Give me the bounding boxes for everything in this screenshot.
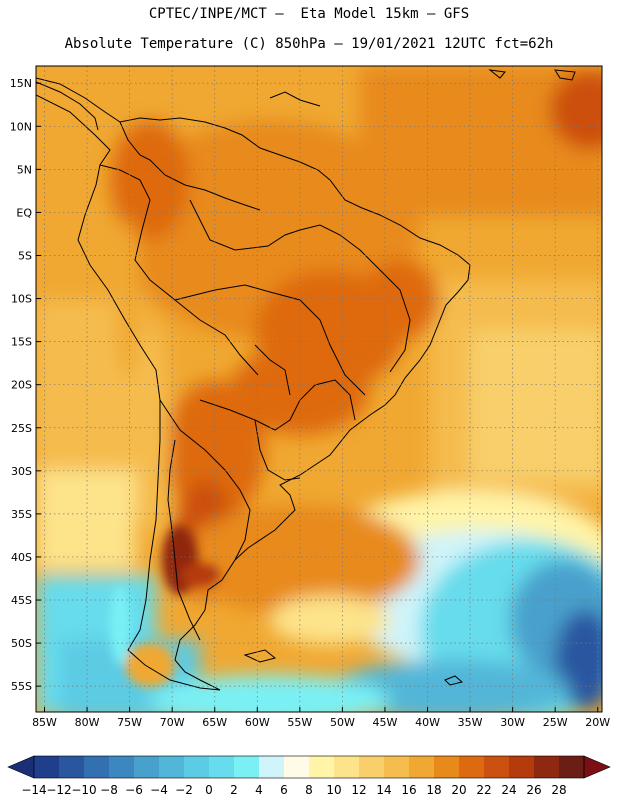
colorbar: −14 −12 −10 −8 −6 −4 −2 0 2 4 6 8 10 12 14 16 18 20 22 24 26… bbox=[7, 755, 611, 797]
lon-tick-label: 80W bbox=[75, 716, 100, 729]
longitude-axis: 85W 80W 75W 70W 65W 60W 55W 50W 45W 40W 35W 30W 25W 2… bbox=[32, 707, 610, 729]
colorbar-label: 4 bbox=[255, 783, 263, 797]
colorbar-swatch bbox=[384, 756, 410, 778]
lat-tick-label: 45S bbox=[11, 594, 32, 607]
latitude-axis: 15N 10N 5N EQ 5S 10S 15S 20S 25S 30S 35S 40S 45S 50S 5… bbox=[10, 77, 41, 693]
lon-tick-label: 50W bbox=[330, 716, 355, 729]
lat-tick-label: 25S bbox=[11, 422, 32, 435]
colorbar-swatch bbox=[509, 756, 535, 778]
colorbar-swatch bbox=[434, 756, 460, 778]
colorbar-label: −12 bbox=[46, 783, 71, 797]
colorbar-label: 0 bbox=[205, 783, 213, 797]
colorbar-label: 2 bbox=[230, 783, 238, 797]
colorbar-swatch bbox=[459, 756, 485, 778]
colorbar-label: 16 bbox=[401, 783, 416, 797]
lon-tick-label: 65W bbox=[202, 716, 227, 729]
lat-tick-label: 15S bbox=[11, 336, 32, 349]
lon-tick-label: 40W bbox=[415, 716, 440, 729]
colorbar-label: −2 bbox=[175, 783, 193, 797]
lon-tick-label: 20W bbox=[585, 716, 610, 729]
lon-tick-label: 30W bbox=[500, 716, 525, 729]
colorbar-swatch bbox=[534, 756, 560, 778]
lat-tick-label: 50S bbox=[11, 637, 32, 650]
colorbar-swatch bbox=[484, 756, 510, 778]
colorbar-label: 14 bbox=[376, 783, 391, 797]
colorbar-label: −4 bbox=[150, 783, 168, 797]
lon-tick-label: 55W bbox=[287, 716, 312, 729]
colorbar-label: −8 bbox=[100, 783, 118, 797]
lat-tick-label: 10N bbox=[10, 120, 32, 133]
lat-tick-label: 35S bbox=[11, 508, 32, 521]
colorbar-label: −14 bbox=[21, 783, 46, 797]
chart-title-line2: Absolute Temperature (C) 850hPa – 19/01/… bbox=[64, 36, 554, 52]
colorbar-label: 12 bbox=[351, 783, 366, 797]
lon-tick-label: 25W bbox=[543, 716, 568, 729]
lat-tick-label: 20S bbox=[11, 379, 32, 392]
colorbar-swatch bbox=[84, 756, 110, 778]
lat-tick-label: 5N bbox=[17, 163, 32, 176]
colorbar-swatch bbox=[109, 756, 135, 778]
colorbar-swatch bbox=[159, 756, 185, 778]
colorbar-swatch bbox=[259, 756, 285, 778]
colorbar-label: 10 bbox=[326, 783, 341, 797]
chart-title-line1: CPTEC/INPE/MCT – Eta Model 15km – GFS bbox=[148, 6, 470, 22]
lat-tick-label: EQ bbox=[16, 206, 32, 219]
colorbar-label: 20 bbox=[451, 783, 466, 797]
colorbar-label: 22 bbox=[476, 783, 491, 797]
lat-tick-label: 10S bbox=[11, 293, 32, 306]
colorbar-label: −6 bbox=[125, 783, 143, 797]
lat-tick-label: 5S bbox=[18, 249, 32, 262]
colorbar-swatch bbox=[284, 756, 310, 778]
lon-tick-label: 85W bbox=[32, 716, 57, 729]
colorbar-label: 6 bbox=[280, 783, 288, 797]
colorbar-swatch bbox=[59, 756, 85, 778]
colorbar-swatch bbox=[359, 756, 385, 778]
lat-tick-label: 30S bbox=[11, 465, 32, 478]
lon-tick-label: 75W bbox=[117, 716, 142, 729]
lon-tick-label: 60W bbox=[245, 716, 270, 729]
lon-tick-label: 70W bbox=[160, 716, 185, 729]
colorbar-label: 24 bbox=[501, 783, 516, 797]
colorbar-under-arrow bbox=[7, 755, 35, 779]
colorbar-swatch bbox=[184, 756, 210, 778]
colorbar-label: 28 bbox=[551, 783, 566, 797]
colorbar-swatch bbox=[209, 756, 235, 778]
colorbar-swatch bbox=[34, 756, 60, 778]
colorbar-swatch bbox=[559, 756, 585, 778]
colorbar-over-arrow bbox=[583, 755, 611, 779]
lat-tick-label: 15N bbox=[10, 77, 32, 90]
lon-tick-label: 45W bbox=[373, 716, 398, 729]
lat-tick-label: 55S bbox=[11, 680, 32, 693]
plot-frame bbox=[35, 65, 603, 713]
colorbar-label: 8 bbox=[305, 783, 313, 797]
colorbar-swatch bbox=[134, 756, 160, 778]
colorbar-swatch bbox=[409, 756, 435, 778]
colorbar-label: 26 bbox=[526, 783, 541, 797]
colorbar-swatch bbox=[309, 756, 335, 778]
colorbar-frame bbox=[33, 755, 585, 779]
lon-tick-label: 35W bbox=[458, 716, 483, 729]
colorbar-label: −10 bbox=[71, 783, 96, 797]
temperature-field bbox=[36, 66, 602, 712]
colorbar-label: 18 bbox=[426, 783, 441, 797]
colorbar-swatch bbox=[234, 756, 260, 778]
lat-tick-label: 40S bbox=[11, 551, 32, 564]
colorbar-swatch bbox=[334, 756, 360, 778]
